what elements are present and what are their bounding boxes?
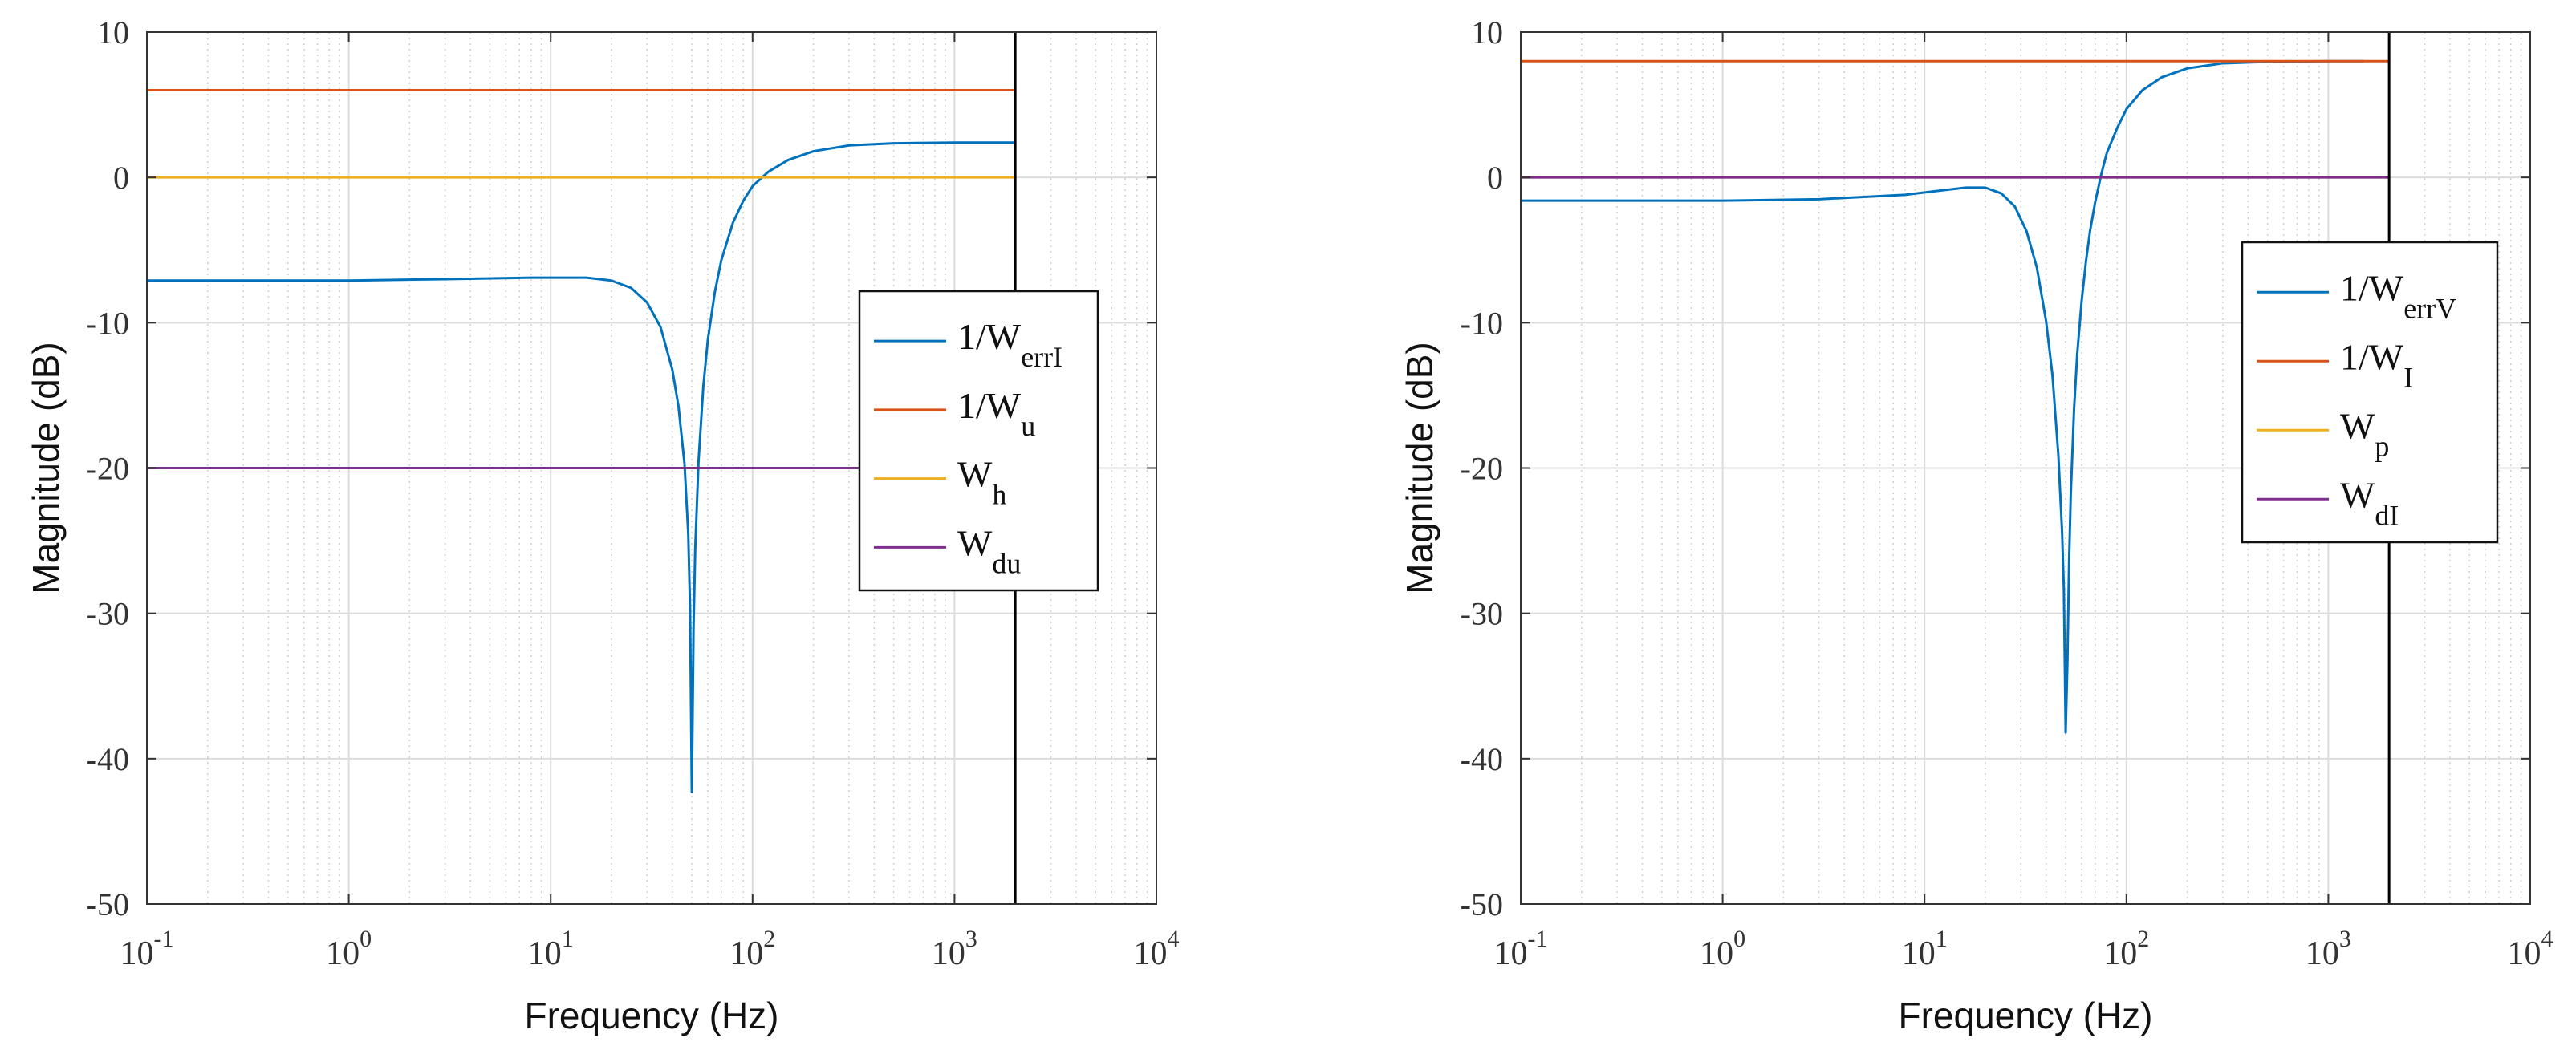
legend-label-main: W [957, 454, 993, 495]
x-tick-base: 10 [1902, 935, 1936, 972]
y-axis-label: Magnitude (dB) [25, 342, 67, 594]
x-axis-label: Frequency (Hz) [1899, 995, 2153, 1036]
x-tick-base: 10 [2306, 935, 2339, 972]
series-line-1 [1521, 59, 2364, 734]
x-tick-exponent: 2 [2137, 926, 2149, 952]
y-tick-label: 0 [1487, 160, 1503, 196]
series-line-1 [147, 141, 1016, 793]
x-axis-label: Frequency (Hz) [525, 995, 779, 1036]
x-tick-base: 10 [2103, 935, 2137, 972]
x-tick-base: 10 [326, 935, 360, 972]
x-tick-base: 10 [729, 935, 763, 972]
x-tick-exponent: 0 [1733, 926, 1745, 952]
x-tick-label: 100 [326, 926, 372, 972]
legend-label-main: W [2340, 405, 2375, 446]
legend-label-main: 1/W [957, 385, 1022, 426]
x-tick-exponent: 1 [562, 926, 574, 952]
legend-label-main: 1/W [957, 316, 1022, 357]
series-group [147, 88, 1016, 793]
x-tick-label: 104 [2508, 926, 2554, 972]
x-tick-label: 104 [1134, 926, 1180, 972]
y-tick-label: 10 [97, 14, 129, 51]
x-tick-label: 103 [2306, 926, 2351, 972]
legend-label-subscript: I [2403, 361, 2413, 393]
y-axis-label: Magnitude (dB) [1399, 342, 1440, 594]
x-tick-exponent: 1 [1936, 926, 1948, 952]
y-tick-label: -10 [1461, 305, 1503, 341]
series-group [1521, 59, 2390, 734]
legend-label-1: 1/WerrV [2340, 267, 2456, 324]
x-tick-base: 10 [528, 935, 562, 972]
y-tick-label: -50 [87, 886, 129, 922]
legend-label-main: W [957, 522, 993, 563]
legend-label-subscript: u [1021, 410, 1035, 442]
x-tick-label: 101 [1902, 926, 1948, 972]
x-tick-base: 10 [1494, 935, 1528, 972]
x-tick-base: 10 [120, 935, 154, 972]
legend-label-subscript: p [2375, 430, 2389, 462]
legend-label-subscript: h [992, 479, 1006, 511]
x-tick-exponent: -1 [154, 926, 174, 952]
legend-label-subscript: du [992, 547, 1021, 579]
legend-label-4: Wdu [957, 522, 1021, 579]
y-tick-label: -40 [1461, 741, 1503, 777]
x-tick-base: 10 [932, 935, 965, 972]
x-tick-exponent: -1 [1528, 926, 1548, 952]
y-tick-label: -20 [1461, 451, 1503, 487]
x-tick-label: 103 [932, 926, 977, 972]
x-tick-exponent: 2 [763, 926, 775, 952]
legend-label-main: W [2340, 474, 2375, 515]
legend-label-subscript: dI [2375, 499, 2399, 531]
y-tick-label: -20 [87, 451, 129, 487]
x-tick-exponent: 4 [1168, 926, 1180, 952]
x-tick-label: 101 [528, 926, 574, 972]
legend-label-4: WdI [2340, 474, 2399, 531]
y-tick-label: 0 [113, 160, 129, 196]
legend-label-2: 1/Wu [957, 385, 1035, 442]
x-tick-exponent: 4 [2541, 926, 2554, 952]
y-tick-label: -30 [1461, 596, 1503, 632]
legend-label-main: 1/W [2340, 267, 2404, 308]
legend-label-3: Wp [2340, 405, 2389, 462]
x-tick-base: 10 [1134, 935, 1168, 972]
legend-label-3: Wh [957, 454, 1006, 511]
x-tick-label: 10-1 [120, 926, 174, 972]
y-tick-label: -10 [87, 305, 129, 341]
y-tick-label: -40 [87, 741, 129, 777]
legend-label-1: 1/WerrI [957, 316, 1062, 373]
x-tick-label: 10-1 [1494, 926, 1548, 972]
legend-label-2: 1/WI [2340, 336, 2413, 393]
legend-label-subscript: errV [2403, 292, 2456, 324]
x-tick-exponent: 0 [360, 926, 372, 952]
x-tick-label: 102 [729, 926, 775, 972]
legend-label-subscript: errI [1021, 341, 1062, 373]
y-tick-label: -30 [87, 596, 129, 632]
legend-label-main: 1/W [2340, 336, 2404, 377]
x-tick-base: 10 [1700, 935, 1733, 972]
x-tick-label: 100 [1700, 926, 1745, 972]
x-tick-base: 10 [2508, 935, 2541, 972]
y-tick-label: -50 [1461, 886, 1503, 922]
x-tick-label: 102 [2103, 926, 2149, 972]
x-tick-exponent: 3 [2339, 926, 2351, 952]
x-tick-exponent: 3 [965, 926, 977, 952]
y-tick-label: 10 [1471, 14, 1503, 51]
